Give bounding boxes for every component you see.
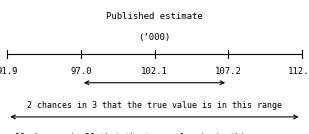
Text: (’000): (’000) [138,33,171,42]
Text: 107.2: 107.2 [215,67,241,76]
Text: 2 chances in 3 that the true value is in this range: 2 chances in 3 that the true value is in… [27,101,282,110]
Text: 19 chances in 20 that the true value is in this range: 19 chances in 20 that the true value is … [15,133,280,134]
Text: 112.3: 112.3 [288,67,309,76]
Text: Published estimate: Published estimate [106,12,203,21]
Text: 102.1: 102.1 [141,67,168,76]
Text: 91.9: 91.9 [0,67,18,76]
Text: 97.0: 97.0 [70,67,92,76]
